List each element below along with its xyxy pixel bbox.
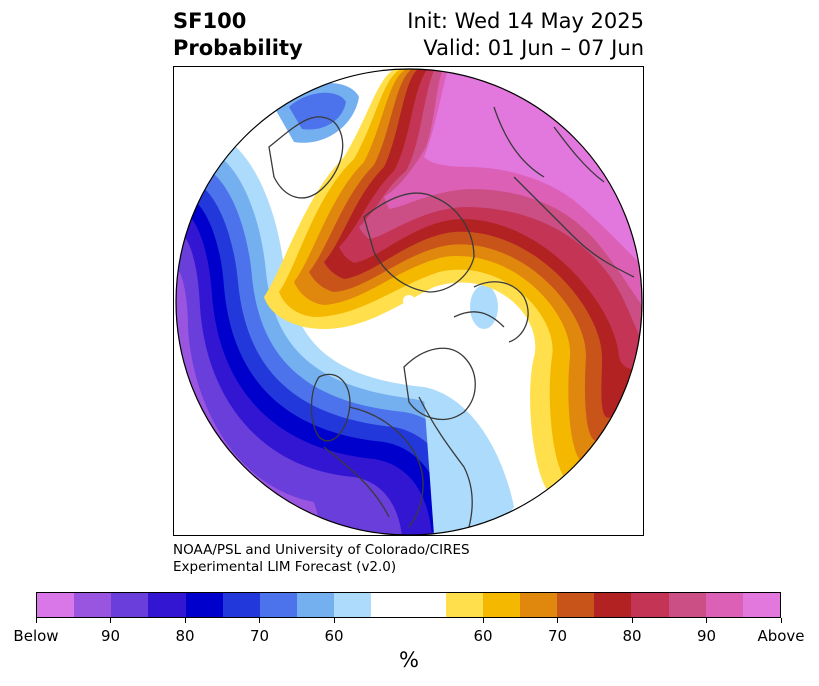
- colorbar-segment: [334, 593, 372, 617]
- colorbar-segment: [259, 593, 298, 617]
- colorbar-segment: [297, 593, 335, 617]
- colorbar-tick-mark: [706, 618, 707, 623]
- below-normal-anomaly: [176, 83, 514, 535]
- colorbar-tick-mark: [35, 618, 37, 623]
- colorbar-segment: [74, 593, 112, 617]
- colorbar-segment: [222, 593, 260, 617]
- colorbar-segment: [705, 593, 743, 617]
- colorbar-tick-label: Above: [757, 627, 805, 645]
- colorbar-tick-mark: [780, 618, 782, 623]
- variable-title: SF100: [173, 9, 247, 33]
- colorbar-tick-mark: [557, 618, 558, 623]
- colorbar-segment: [148, 593, 186, 617]
- colorbar-tick-label: 80: [622, 627, 642, 645]
- colorbar-tick-mark: [259, 618, 260, 623]
- colorbar-segment: [631, 593, 669, 617]
- colorbar-tick-label: 70: [249, 627, 270, 645]
- colorbar-tick-mark: [110, 618, 111, 623]
- colorbar-tick-label: 60: [473, 627, 493, 645]
- date-block: Init: Wed 14 May 2025 Valid: 01 Jun – 07…: [407, 8, 644, 62]
- probability-map-svg: [175, 68, 643, 535]
- colorbar-tick-label: 60: [324, 627, 344, 645]
- colorbar-tick-label: 70: [547, 627, 568, 645]
- colorbar-segment: [742, 593, 781, 617]
- colorbar-segment: [482, 593, 521, 617]
- polar-map: [173, 66, 644, 536]
- title-block: SF100 Probability: [173, 8, 303, 62]
- colorbar-segment: [520, 593, 558, 617]
- credit-line-2: Experimental LIM Forecast (v2.0): [173, 559, 397, 575]
- colorbar-segment: [557, 593, 595, 617]
- colorbar-segment: [371, 593, 446, 617]
- colorbar-segment: [37, 593, 75, 617]
- colorbar-tick-mark: [333, 618, 335, 623]
- colorbar-tick-label: 80: [175, 627, 195, 645]
- valid-date: Valid: 01 Jun – 07 Jun: [423, 36, 644, 60]
- colorbar-segment: [111, 593, 149, 617]
- colorbar-segment: [668, 593, 706, 617]
- colorbar-segment: [594, 593, 632, 617]
- coastlines: [268, 106, 635, 528]
- colorbar-tick-mark: [631, 618, 633, 623]
- colorbar-tick-mark: [482, 618, 484, 623]
- colorbar-tick-label: 90: [100, 627, 121, 645]
- credit-line-1: NOAA/PSL and University of Colorado/CIRE…: [173, 542, 470, 558]
- credit-text: NOAA/PSL and University of Colorado/CIRE…: [173, 542, 470, 576]
- colorbar-tick-label: 90: [696, 627, 717, 645]
- colorbar-tick-label: Below: [13, 627, 59, 645]
- colorbar-segment: [185, 593, 223, 617]
- colorbar-segment: [445, 593, 483, 617]
- probability-field: [176, 69, 642, 535]
- colorbar: [36, 592, 781, 618]
- variable-subtitle: Probability: [173, 36, 303, 60]
- init-date: Init: Wed 14 May 2025: [407, 9, 644, 33]
- colorbar-tick-mark: [184, 618, 186, 623]
- colorbar-unit: %: [399, 648, 419, 672]
